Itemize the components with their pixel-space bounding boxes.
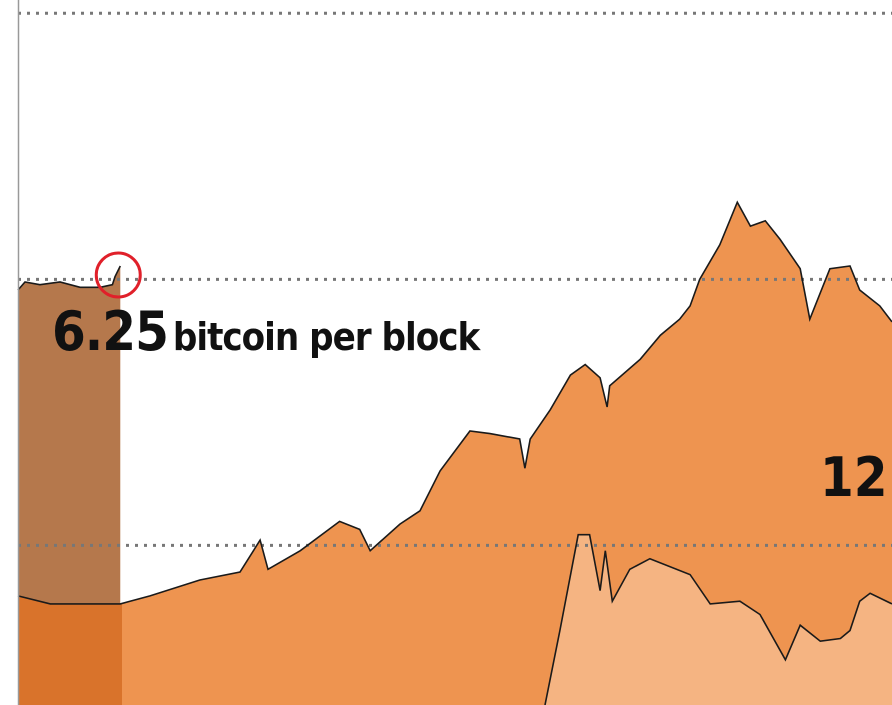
annotation-text: bitcoin per block <box>172 315 480 359</box>
band_series-line <box>17 265 122 291</box>
band-area <box>18 266 121 705</box>
annotation-value: 12 <box>820 446 888 509</box>
light-area <box>545 534 892 705</box>
main_series-line <box>17 200 892 605</box>
main-area-band-overlay <box>18 595 123 705</box>
light_series-line <box>544 533 892 705</box>
annotation-12: 12 <box>820 446 888 509</box>
annotation-6-25: 6.25 bitcoin per block <box>52 300 480 363</box>
annotation-value: 6.25 <box>52 300 169 363</box>
highlight-circle-marker <box>94 251 142 299</box>
